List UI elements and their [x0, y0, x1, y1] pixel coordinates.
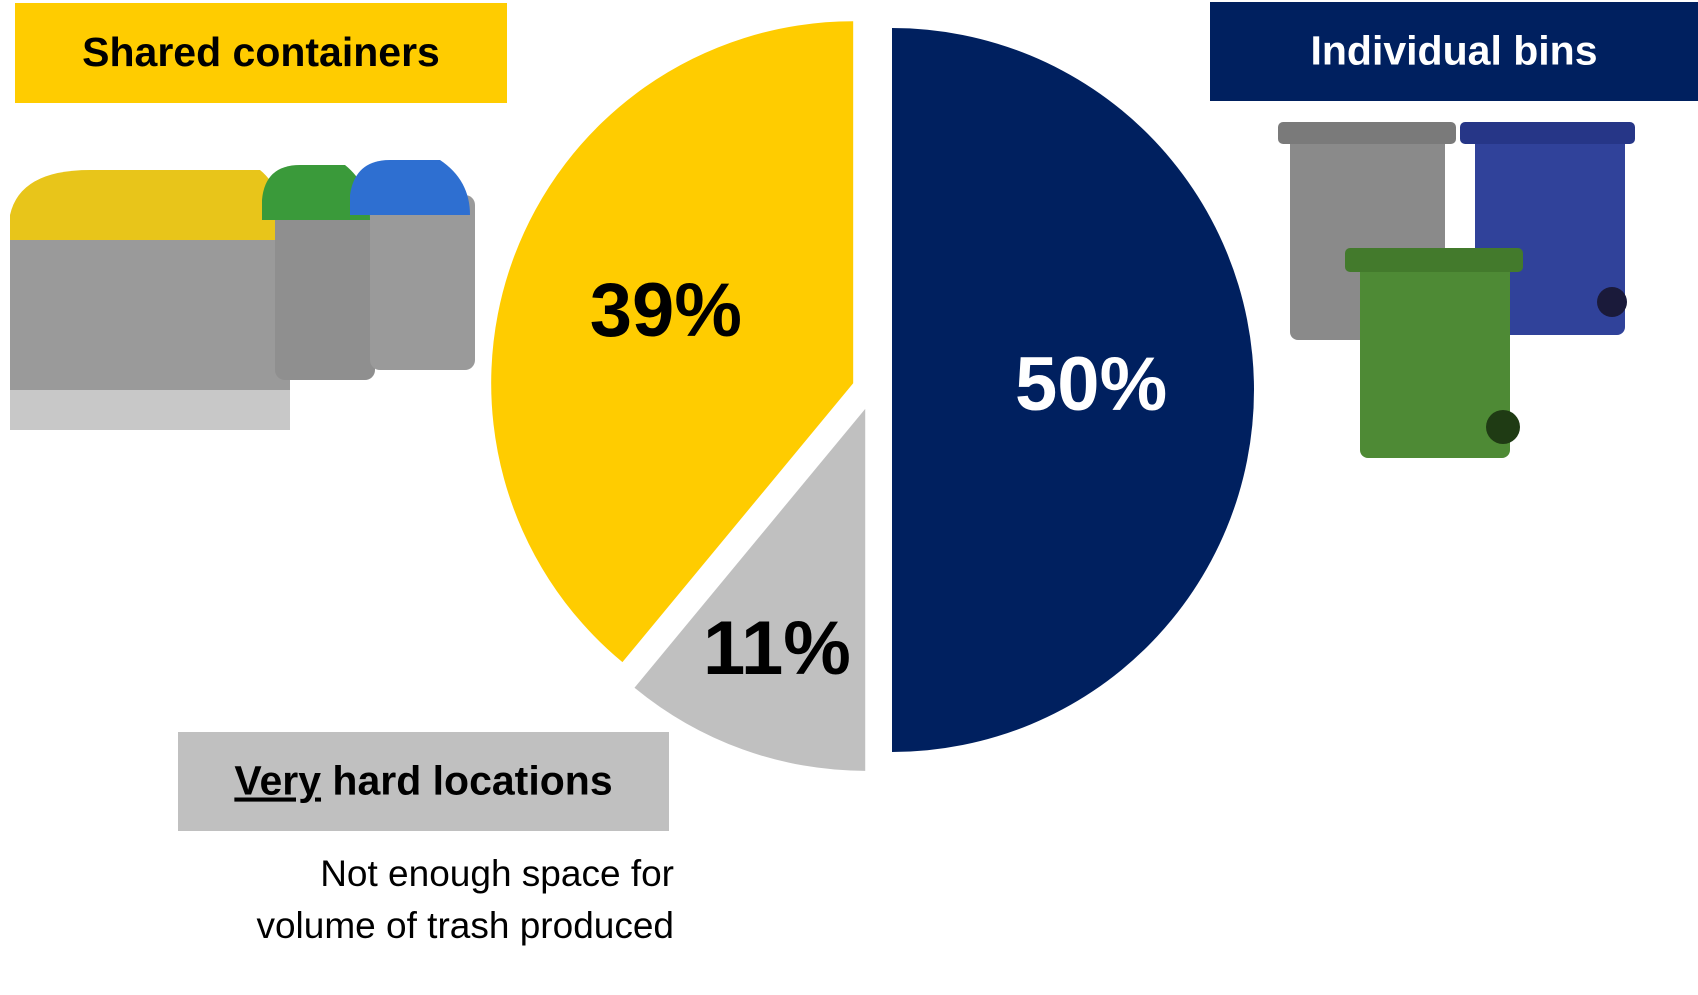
value-label: 50% [1015, 342, 1167, 427]
legend-box [15, 3, 507, 103]
legend-label: Individual bins [1310, 27, 1597, 73]
pie-slice [892, 28, 1254, 752]
pie-slice [634, 408, 866, 771]
value-label: 39% [590, 268, 742, 353]
annotation: Not enough space for volume of trash pro… [256, 853, 674, 946]
legend-label: Shared containers [82, 29, 440, 75]
value-label: 11% [703, 606, 851, 691]
bins-image [1278, 122, 1635, 458]
legend-label: Very hard locations [234, 757, 612, 803]
containers-image [10, 160, 475, 430]
legend-box [1210, 2, 1698, 101]
legend-box [178, 732, 669, 831]
pie-slice [491, 21, 854, 663]
